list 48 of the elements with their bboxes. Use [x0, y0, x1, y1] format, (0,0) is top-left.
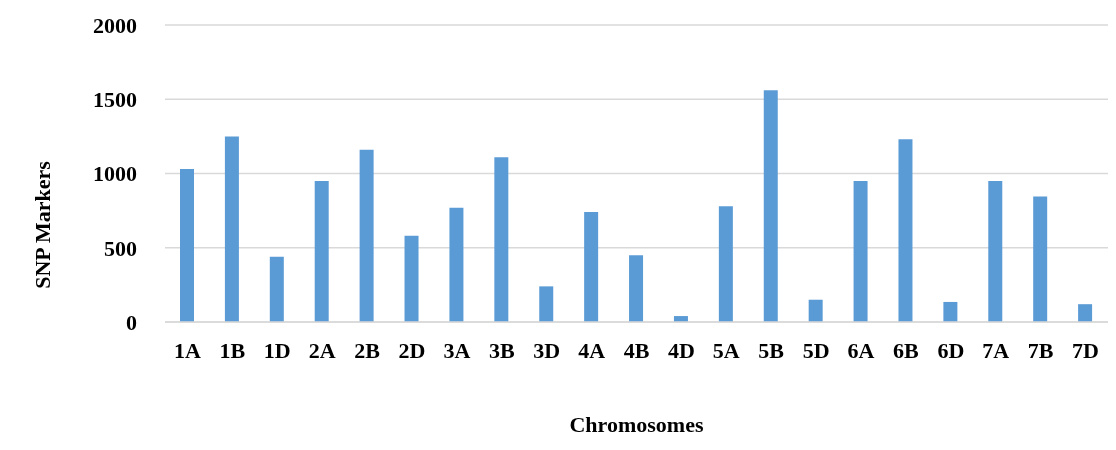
bar	[584, 212, 599, 322]
x-tick-label: 7A	[982, 337, 1010, 363]
bar	[404, 235, 419, 322]
x-tick-label: 6A	[847, 337, 875, 363]
bar	[449, 207, 464, 322]
x-tick-label: 3D	[533, 337, 561, 363]
bar	[898, 139, 913, 322]
y-tick-label: 1500	[93, 87, 137, 113]
x-tick-label: 7B	[1027, 337, 1054, 363]
x-tick-label: 7D	[1072, 337, 1099, 363]
bar	[808, 299, 823, 322]
y-tick-label: 2000	[93, 12, 137, 38]
y-tick-label: 1000	[93, 161, 137, 187]
x-tick-label: 6B	[893, 337, 920, 363]
bar	[1033, 196, 1048, 322]
bar	[269, 256, 284, 322]
x-tick-label: 1D	[263, 337, 291, 363]
x-tick-label: 2B	[354, 337, 381, 363]
bar	[988, 180, 1003, 322]
bar	[224, 136, 239, 322]
x-tick-label: 1A	[174, 337, 202, 363]
y-tick-label: 500	[104, 235, 137, 261]
x-tick-label: 4B	[623, 337, 650, 363]
bar	[494, 157, 509, 322]
x-tick-label: 4D	[667, 337, 695, 363]
x-tick-label: 5D	[802, 337, 830, 363]
bar	[314, 180, 329, 322]
bar	[539, 286, 554, 322]
x-tick-label: 4A	[578, 337, 606, 363]
x-tick-label: 5A	[712, 337, 740, 363]
bar	[1078, 304, 1093, 322]
bar	[359, 149, 374, 322]
x-tick-label: 1B	[219, 337, 246, 363]
bar	[629, 255, 644, 322]
bar	[718, 206, 733, 322]
x-tick-label: 6D	[937, 337, 965, 363]
x-tick-label: 2D	[398, 337, 426, 363]
x-tick-label: 3B	[488, 337, 515, 363]
x-tick-label: 5B	[758, 337, 785, 363]
y-tick-label: 0	[126, 309, 137, 335]
bar	[180, 169, 194, 322]
y-axis-title: SNP Markers	[29, 160, 55, 289]
bar	[943, 301, 958, 322]
x-axis-title: Chromosomes	[569, 412, 704, 437]
bar	[853, 180, 868, 322]
x-tick-label: 2A	[308, 337, 336, 363]
x-tick-label: 3A	[443, 337, 471, 363]
bar	[763, 90, 778, 322]
